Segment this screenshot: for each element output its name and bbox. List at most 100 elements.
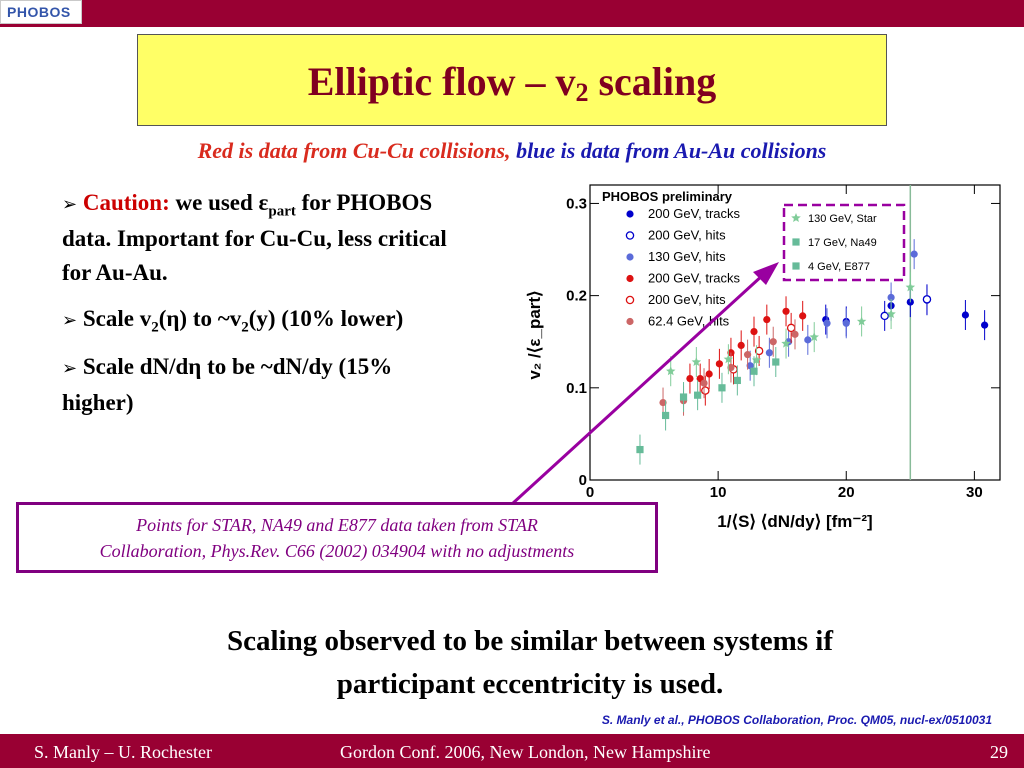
bullet-2-sub1: 2: [151, 319, 159, 336]
y-axis-label: v₂ /⟨ε_part⟩: [525, 290, 544, 379]
bullet-1-text: we used ε: [175, 190, 269, 215]
legend-label: 130 GeV, hits: [648, 249, 726, 264]
bullet-3-text: Scale dN/dη to be ~dN/dy (15% higher): [62, 354, 393, 415]
reference-citation: S. Manly et al., PHOBOS Collaboration, P…: [601, 713, 992, 727]
bullet-caution: ➢ Caution: we used εpart for PHOBOS data…: [62, 186, 462, 290]
data-point: [636, 445, 644, 454]
legend-marker: [626, 317, 634, 326]
data-point: [750, 367, 758, 375]
y-tick-label: 0.2: [566, 288, 587, 305]
bullet-1-tail: for PHOBOS data. Important for Cu-Cu, le…: [62, 190, 447, 285]
slide-number: 29: [990, 742, 1008, 762]
data-point: [750, 327, 758, 336]
footer-author: S. Manly – U. Rochester: [34, 742, 212, 762]
y-tick-label: 0.1: [566, 380, 587, 397]
conclusion-text: Scaling observed to be similar between s…: [130, 620, 930, 706]
data-point: [700, 379, 708, 387]
data-point: [880, 311, 889, 321]
data-point: [782, 307, 790, 315]
x-axis-label: 1/⟨S⟩ ⟨dN/dy⟩ [fm⁻²]: [717, 512, 872, 531]
arrow-bullet-icon: ➢: [62, 310, 78, 331]
note-line-1: Points for STAR, NA49 and E877 data take…: [136, 515, 538, 535]
conclusion-line-2: participant eccentricity is used.: [336, 668, 724, 700]
data-point: [772, 358, 780, 366]
caution-label: Caution:: [82, 190, 170, 215]
bullet-2-mid: (η) to ~v: [158, 306, 242, 331]
data-point: [661, 411, 670, 420]
x-tick-label: 30: [966, 484, 983, 501]
note-line-2: Collaboration, Phys.Rev. C66 (2002) 0349…: [99, 541, 575, 561]
legend-marker: [625, 295, 635, 305]
legend-label: 130 GeV, Star: [808, 213, 877, 225]
bullet-list: ➢ Caution: we used εpart for PHOBOS data…: [62, 186, 462, 432]
legend-marker: [792, 262, 800, 270]
conclusion-line-1: Scaling observed to be similar between s…: [227, 625, 833, 657]
y-tick-label: 0.3: [566, 195, 587, 212]
legend-label: 17 GeV, Na49: [808, 237, 877, 249]
data-point: [786, 323, 796, 333]
data-point: [701, 386, 710, 395]
top-bar: [0, 0, 1024, 27]
data-point: [910, 250, 918, 258]
source-note-box: Points for STAR, NA49 and E877 data take…: [16, 502, 658, 573]
legend-label: 62.4 GeV, hits: [648, 314, 730, 329]
footer-conference: Gordon Conf. 2006, New London, New Hamps…: [340, 742, 711, 762]
legend-label: 200 GeV, hits: [648, 292, 726, 307]
arrow-bullet-icon: ➢: [62, 194, 78, 215]
legend-dashed-box: [782, 203, 906, 282]
legend-label: 200 GeV, tracks: [648, 271, 741, 286]
arrow-bullet-icon: ➢: [62, 358, 78, 379]
bullet-2-sub2: 2: [241, 319, 249, 336]
data-point: [715, 360, 724, 368]
subtitle-red: Red is data from Cu-Cu collisions,: [197, 138, 511, 163]
legend-marker: [791, 213, 801, 222]
data-point: [743, 351, 752, 359]
data-point: [886, 309, 896, 319]
bullet-scale-dndy: ➢ Scale dN/dη to be ~dN/dy (15% higher): [62, 350, 462, 420]
data-point: [981, 321, 989, 329]
data-point: [705, 370, 713, 378]
v2-scaling-chart: 0 10 20 30 0 0.1 0.2 0.3 1/⟨S⟩ ⟨dN/dy⟩ [fm⁻²] v₂ …: [510, 175, 1010, 550]
legend-marker: [792, 238, 800, 246]
data-point: [856, 316, 867, 326]
footer-bar: S. Manly – U. Rochester Gordon Conf. 200…: [0, 734, 1024, 768]
subtitle-blue: blue is data from Au-Au collisions: [516, 138, 827, 163]
data-point: [961, 311, 970, 319]
data-point: [791, 330, 799, 338]
legend-label: 4 GeV, E877: [808, 261, 870, 273]
bullet-2-text: Scale v: [82, 306, 152, 331]
bullet-scale-v2: ➢ Scale v2(η) to ~v2(y) (10% lower): [62, 302, 462, 338]
data-point: [718, 384, 726, 392]
data-point: [823, 319, 831, 327]
legend-marker: [626, 210, 634, 218]
data-point: [733, 376, 741, 385]
y-tick-label: 0: [579, 472, 587, 489]
data-point: [686, 374, 694, 383]
legend-marker: [626, 253, 634, 261]
data-point: [781, 338, 791, 348]
data-point: [804, 336, 812, 344]
chart-title: PHOBOS preliminary: [602, 189, 733, 204]
data-point: [769, 338, 777, 346]
x-tick-label: 10: [710, 484, 727, 501]
legend-label: 200 GeV, tracks: [648, 206, 741, 221]
data-point: [842, 319, 850, 327]
bullet-2-tail: (y) (10% lower): [248, 306, 404, 331]
title-sub: 2: [575, 78, 589, 107]
legend-marker: [626, 274, 634, 283]
x-tick-label: 20: [838, 484, 855, 501]
title-main: Elliptic flow – v: [307, 59, 576, 104]
data-point: [763, 315, 771, 324]
data-point: [887, 293, 895, 302]
slide-title: Elliptic flow – v2 scaling: [138, 58, 886, 108]
title-box: Elliptic flow – v2 scaling: [137, 34, 887, 126]
data-point: [809, 332, 819, 342]
data-point: [737, 341, 745, 350]
subtitle: Red is data from Cu-Cu collisions, blue …: [0, 138, 1024, 164]
data-point: [679, 393, 688, 401]
data-point: [799, 312, 807, 320]
data-point: [694, 391, 702, 399]
chart-svg: 0 10 20 30 0 0.1 0.2 0.3 1/⟨S⟩ ⟨dN/dy⟩ [fm⁻²] v₂ …: [525, 184, 1001, 531]
data-point: [905, 282, 916, 292]
data-point: [765, 349, 773, 357]
